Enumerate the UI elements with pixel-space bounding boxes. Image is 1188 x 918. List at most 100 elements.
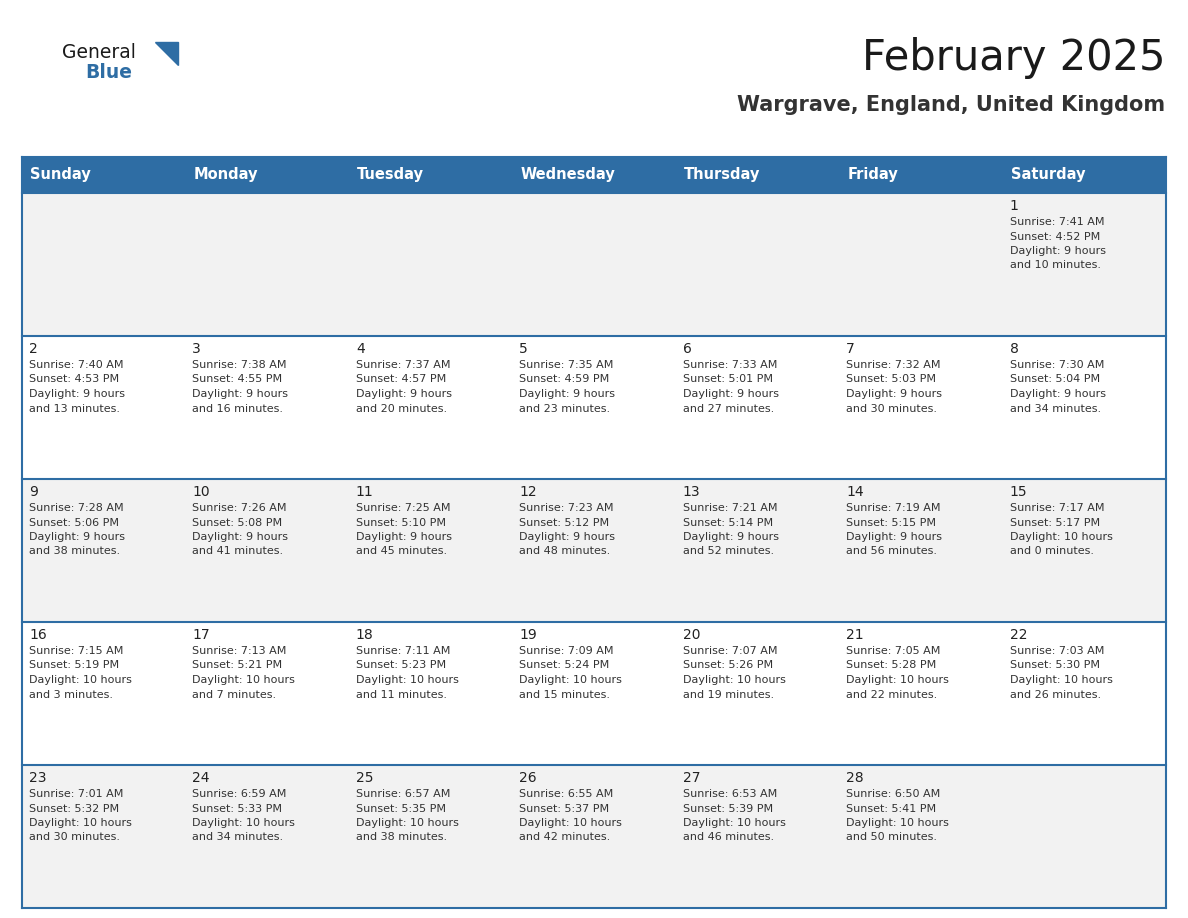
Text: Sunrise: 7:19 AM: Sunrise: 7:19 AM bbox=[846, 503, 941, 513]
Text: Daylight: 9 hours: Daylight: 9 hours bbox=[29, 389, 125, 399]
Text: General: General bbox=[62, 42, 135, 62]
Text: Daylight: 10 hours: Daylight: 10 hours bbox=[519, 675, 623, 685]
Text: Blue: Blue bbox=[86, 62, 132, 82]
Text: 17: 17 bbox=[192, 628, 210, 642]
Text: and 34 minutes.: and 34 minutes. bbox=[192, 833, 284, 843]
Text: Daylight: 10 hours: Daylight: 10 hours bbox=[356, 818, 459, 828]
Bar bbox=[512, 765, 676, 908]
Text: 15: 15 bbox=[1010, 485, 1028, 499]
Text: Sunset: 5:01 PM: Sunset: 5:01 PM bbox=[683, 375, 772, 385]
Text: Daylight: 9 hours: Daylight: 9 hours bbox=[846, 389, 942, 399]
Text: Sunrise: 7:30 AM: Sunrise: 7:30 AM bbox=[1010, 360, 1104, 370]
Text: Sunset: 5:35 PM: Sunset: 5:35 PM bbox=[356, 803, 446, 813]
Text: Sunrise: 7:17 AM: Sunrise: 7:17 AM bbox=[1010, 503, 1104, 513]
Text: and 7 minutes.: and 7 minutes. bbox=[192, 689, 277, 700]
Text: and 22 minutes.: and 22 minutes. bbox=[846, 689, 937, 700]
Text: Sunrise: 7:26 AM: Sunrise: 7:26 AM bbox=[192, 503, 287, 513]
Text: Sunset: 5:33 PM: Sunset: 5:33 PM bbox=[192, 803, 283, 813]
Text: and 42 minutes.: and 42 minutes. bbox=[519, 833, 611, 843]
Bar bbox=[676, 765, 839, 908]
Bar bbox=[839, 336, 1003, 479]
Text: Sunrise: 7:23 AM: Sunrise: 7:23 AM bbox=[519, 503, 614, 513]
Text: and 13 minutes.: and 13 minutes. bbox=[29, 404, 120, 413]
Text: Sunrise: 7:03 AM: Sunrise: 7:03 AM bbox=[1010, 646, 1104, 656]
Text: Daylight: 10 hours: Daylight: 10 hours bbox=[29, 818, 132, 828]
Bar bbox=[839, 622, 1003, 765]
Bar bbox=[23, 157, 1165, 193]
Text: Sunset: 5:37 PM: Sunset: 5:37 PM bbox=[519, 803, 609, 813]
Text: Daylight: 9 hours: Daylight: 9 hours bbox=[192, 532, 289, 542]
Text: and 26 minutes.: and 26 minutes. bbox=[1010, 689, 1101, 700]
Text: Daylight: 10 hours: Daylight: 10 hours bbox=[519, 818, 623, 828]
Text: and 38 minutes.: and 38 minutes. bbox=[356, 833, 447, 843]
Text: Daylight: 9 hours: Daylight: 9 hours bbox=[519, 532, 615, 542]
Text: and 30 minutes.: and 30 minutes. bbox=[29, 833, 120, 843]
Text: 3: 3 bbox=[192, 342, 201, 356]
Text: Sunrise: 7:28 AM: Sunrise: 7:28 AM bbox=[29, 503, 124, 513]
Bar bbox=[676, 622, 839, 765]
Text: Sunset: 5:30 PM: Sunset: 5:30 PM bbox=[1010, 660, 1100, 670]
Text: Daylight: 9 hours: Daylight: 9 hours bbox=[846, 532, 942, 542]
Text: Thursday: Thursday bbox=[684, 167, 760, 183]
Text: Sunrise: 7:33 AM: Sunrise: 7:33 AM bbox=[683, 360, 777, 370]
Text: Daylight: 10 hours: Daylight: 10 hours bbox=[683, 675, 785, 685]
Text: and 56 minutes.: and 56 minutes. bbox=[846, 546, 937, 556]
Text: Daylight: 10 hours: Daylight: 10 hours bbox=[846, 675, 949, 685]
Bar bbox=[1003, 193, 1165, 336]
Text: 7: 7 bbox=[846, 342, 855, 356]
Bar bbox=[676, 479, 839, 622]
Text: Sunset: 5:23 PM: Sunset: 5:23 PM bbox=[356, 660, 446, 670]
Text: Saturday: Saturday bbox=[1011, 167, 1085, 183]
Text: and 11 minutes.: and 11 minutes. bbox=[356, 689, 447, 700]
Bar bbox=[23, 479, 185, 622]
Text: and 10 minutes.: and 10 minutes. bbox=[1010, 261, 1100, 271]
Text: Sunset: 4:59 PM: Sunset: 4:59 PM bbox=[519, 375, 609, 385]
Text: Sunset: 5:15 PM: Sunset: 5:15 PM bbox=[846, 518, 936, 528]
Text: Daylight: 10 hours: Daylight: 10 hours bbox=[846, 818, 949, 828]
Text: 22: 22 bbox=[1010, 628, 1028, 642]
Bar bbox=[512, 622, 676, 765]
Bar bbox=[349, 193, 512, 336]
Text: Daylight: 9 hours: Daylight: 9 hours bbox=[683, 389, 778, 399]
Bar bbox=[185, 765, 349, 908]
Bar bbox=[349, 622, 512, 765]
Text: Daylight: 9 hours: Daylight: 9 hours bbox=[519, 389, 615, 399]
Text: Sunrise: 7:38 AM: Sunrise: 7:38 AM bbox=[192, 360, 287, 370]
Text: Sunrise: 6:53 AM: Sunrise: 6:53 AM bbox=[683, 789, 777, 799]
Text: Sunset: 4:57 PM: Sunset: 4:57 PM bbox=[356, 375, 447, 385]
Text: Tuesday: Tuesday bbox=[356, 167, 424, 183]
Text: Sunset: 5:10 PM: Sunset: 5:10 PM bbox=[356, 518, 446, 528]
Bar bbox=[185, 336, 349, 479]
Text: Sunrise: 6:57 AM: Sunrise: 6:57 AM bbox=[356, 789, 450, 799]
Text: 28: 28 bbox=[846, 771, 864, 785]
Text: and 19 minutes.: and 19 minutes. bbox=[683, 689, 773, 700]
Bar bbox=[23, 336, 185, 479]
Text: and 23 minutes.: and 23 minutes. bbox=[519, 404, 611, 413]
Text: Daylight: 10 hours: Daylight: 10 hours bbox=[192, 818, 296, 828]
Text: Sunrise: 6:55 AM: Sunrise: 6:55 AM bbox=[519, 789, 613, 799]
Bar bbox=[512, 193, 676, 336]
Text: and 3 minutes.: and 3 minutes. bbox=[29, 689, 113, 700]
Text: Sunset: 5:28 PM: Sunset: 5:28 PM bbox=[846, 660, 936, 670]
Text: 16: 16 bbox=[29, 628, 46, 642]
Text: 4: 4 bbox=[356, 342, 365, 356]
Text: Wargrave, England, United Kingdom: Wargrave, England, United Kingdom bbox=[737, 95, 1165, 115]
Bar bbox=[349, 479, 512, 622]
Text: 18: 18 bbox=[356, 628, 373, 642]
Text: Sunrise: 6:59 AM: Sunrise: 6:59 AM bbox=[192, 789, 286, 799]
Text: and 45 minutes.: and 45 minutes. bbox=[356, 546, 447, 556]
Bar bbox=[839, 479, 1003, 622]
Text: 26: 26 bbox=[519, 771, 537, 785]
Bar bbox=[349, 336, 512, 479]
Text: Sunset: 5:19 PM: Sunset: 5:19 PM bbox=[29, 660, 119, 670]
Text: Wednesday: Wednesday bbox=[520, 167, 615, 183]
Text: Sunset: 5:17 PM: Sunset: 5:17 PM bbox=[1010, 518, 1100, 528]
Text: and 0 minutes.: and 0 minutes. bbox=[1010, 546, 1094, 556]
Text: Sunrise: 7:37 AM: Sunrise: 7:37 AM bbox=[356, 360, 450, 370]
Text: and 46 minutes.: and 46 minutes. bbox=[683, 833, 773, 843]
Text: Friday: Friday bbox=[847, 167, 898, 183]
Text: Sunset: 5:12 PM: Sunset: 5:12 PM bbox=[519, 518, 609, 528]
Text: Monday: Monday bbox=[194, 167, 258, 183]
Text: Sunrise: 7:09 AM: Sunrise: 7:09 AM bbox=[519, 646, 614, 656]
Text: and 38 minutes.: and 38 minutes. bbox=[29, 546, 120, 556]
